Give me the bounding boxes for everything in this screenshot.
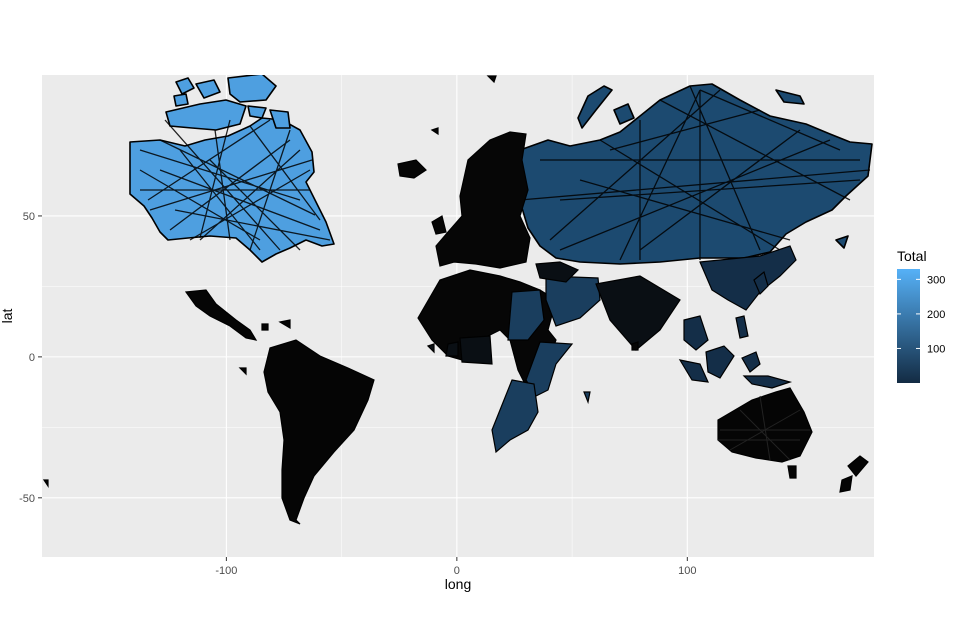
y-axis-ticks: -50 0 50 — [19, 211, 42, 505]
canada-hatching — [139, 119, 331, 251]
legend-ticks: 100 200 300 — [897, 274, 945, 355]
legend-tick-label: 200 — [927, 309, 945, 321]
region-east-asia — [678, 245, 797, 389]
land-polygons — [42, 75, 873, 525]
region-russia — [515, 83, 873, 265]
region-latin-america — [42, 289, 375, 525]
australia-hatching — [718, 395, 810, 461]
y-axis-title: lat — [0, 309, 15, 324]
x-axis-ticks: -100 0 100 — [215, 557, 696, 577]
y-tick-label: 0 — [29, 352, 35, 364]
region-middle-east — [426, 261, 681, 365]
y-tick-label: -50 — [19, 493, 35, 505]
x-tick-label: 100 — [678, 565, 696, 577]
x-tick-label: 0 — [454, 565, 460, 577]
x-axis-title: long — [445, 576, 471, 592]
x-tick-label: -100 — [215, 565, 237, 577]
legend-tick-label: 300 — [927, 274, 945, 286]
y-tick-label: 50 — [23, 211, 35, 223]
legend: Total 100 200 300 — [897, 248, 945, 383]
region-africa — [417, 269, 601, 454]
region-sri-lanka — [631, 341, 639, 351]
russia-hatching — [519, 85, 871, 261]
region-europe — [397, 75, 531, 269]
legend-colorbar — [897, 269, 920, 383]
legend-tick-label: 100 — [927, 343, 945, 355]
legend-title: Total — [897, 248, 927, 264]
